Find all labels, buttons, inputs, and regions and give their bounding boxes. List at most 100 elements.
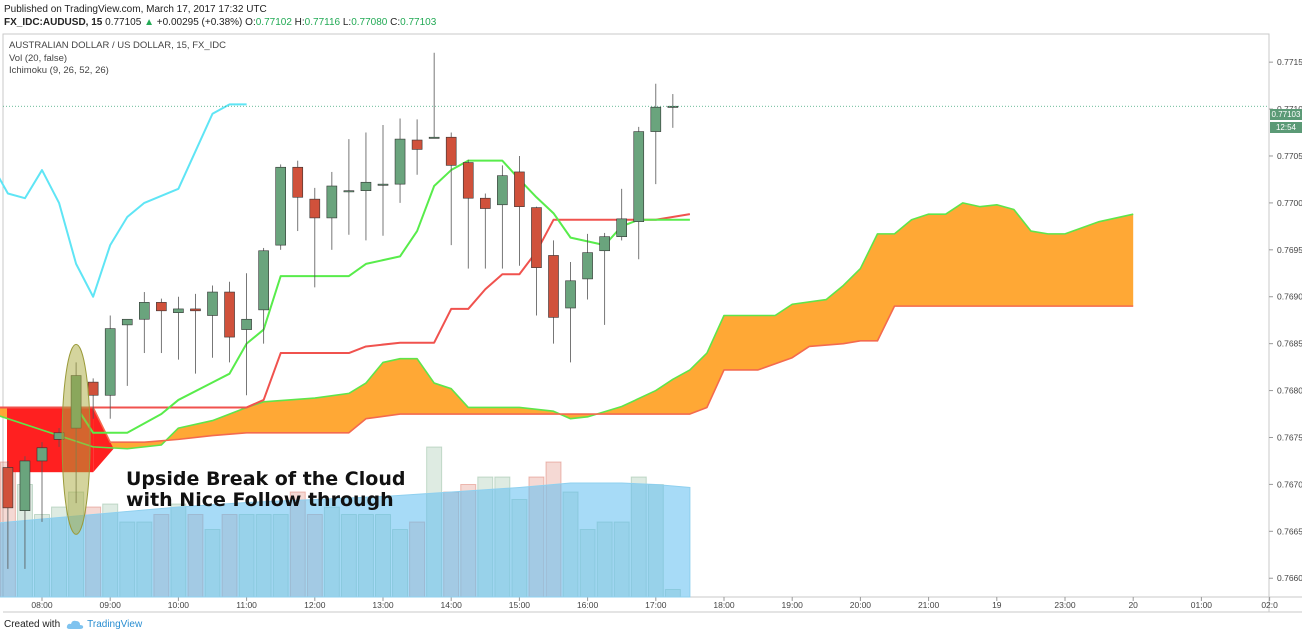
x-tick-label: 20 [1128, 600, 1138, 610]
ichimoku-cloud [0, 202, 1134, 449]
chikou-span-line [0, 103, 247, 298]
high-label: H: [294, 17, 305, 28]
legend-title: AUSTRALIAN DOLLAR / US DOLLAR, 15, FX_ID… [9, 40, 226, 51]
created-with-label: Created with [4, 619, 61, 630]
symbol-label: FX_IDC:AUDUSD, 15 [4, 17, 103, 28]
tradingview-brand[interactable]: TradingView [66, 619, 142, 630]
candle-body [377, 183, 389, 186]
bar-countdown-tag: 12:54 [1270, 122, 1302, 133]
candle-body [156, 302, 167, 312]
candle-body [428, 136, 440, 139]
x-tick-label: 11:00 [236, 600, 257, 610]
low-label: L: [342, 17, 352, 28]
bear-cloud-tip [93, 407, 114, 473]
legend-ichimoku[interactable]: Ichimoku (9, 26, 52, 26) [9, 65, 109, 76]
annotation-line-1: Upside Break of the Cloud [126, 468, 406, 490]
x-tick-label: 14:00 [441, 600, 463, 610]
close-value: 0.77103 [400, 17, 437, 28]
x-tick-label: 19 [992, 600, 1002, 610]
candle-body [633, 131, 645, 222]
candle-body [104, 328, 116, 396]
candle-body [479, 197, 491, 209]
x-tick-label: 08:00 [31, 600, 53, 610]
tradingview-cloud-icon [66, 620, 84, 629]
x-tick-label: 23:00 [1054, 600, 1076, 610]
breakout-highlight-ellipse [61, 343, 91, 535]
candle-body [394, 138, 406, 185]
x-tick-label: 16:00 [577, 600, 599, 610]
candle-body [224, 291, 235, 338]
last-price: 0.77105 [105, 17, 142, 28]
price-change: +0.00295 (+0.38%) [156, 17, 243, 28]
candle-body [360, 181, 372, 192]
candle-body [292, 166, 304, 198]
candle-body [309, 198, 321, 219]
candle-body [121, 318, 133, 326]
x-tick-label: 21:00 [918, 600, 940, 610]
candle-body [497, 175, 508, 206]
x-tick-label: 01:00 [1191, 600, 1213, 610]
candle-body [258, 250, 269, 311]
x-tick-label: 12:00 [304, 600, 326, 610]
candle-body [599, 236, 610, 252]
candle-body [2, 467, 14, 509]
tradingview-link[interactable]: TradingView [87, 619, 143, 630]
candle-body [190, 308, 201, 312]
symbol-quote-bar: FX_IDC:AUDUSD, 15 0.77105 ▲ +0.00295 (+0… [4, 17, 436, 28]
candle-body [19, 460, 31, 511]
candle-body [139, 302, 150, 320]
high-value: 0.77116 [304, 17, 341, 28]
candle-body [548, 255, 559, 318]
open-label: O: [245, 17, 256, 28]
x-tick-label: 17:00 [645, 600, 667, 610]
last-price-tag: 0.77103 [1270, 109, 1302, 120]
x-tick-label: 18:00 [713, 600, 735, 610]
candle-body [462, 162, 474, 199]
senkou-span-b-line [0, 305, 1134, 443]
candle-body [445, 136, 457, 166]
close-label: C: [390, 17, 401, 28]
tenkan-sen-line [75, 159, 690, 434]
x-tick-label: 15:00 [509, 600, 531, 610]
x-tick-label: 10:00 [168, 600, 190, 610]
candle-body [616, 218, 628, 237]
candle-body [87, 381, 99, 396]
footer: Created with TradingView [4, 619, 142, 630]
x-tick-label: 19:00 [782, 600, 804, 610]
up-arrow-icon: ▲ [144, 17, 154, 28]
open-value: 0.77102 [255, 17, 292, 28]
x-tick-label: 02:0 [1261, 600, 1278, 610]
candle-body [275, 166, 287, 246]
published-caption: Published on TradingView.com, March 17, … [4, 4, 267, 15]
low-value: 0.77080 [351, 17, 388, 28]
candle-body [650, 106, 662, 132]
annotation-line-2: with Nice Follow through [126, 489, 394, 511]
candle-body [343, 190, 355, 193]
candle-body [173, 308, 184, 313]
candle-body [565, 280, 576, 309]
candle-body [207, 291, 218, 316]
senkou-span-a-line [0, 202, 1134, 450]
x-tick-label: 20:00 [850, 600, 872, 610]
candle-body [514, 171, 525, 207]
candle-body [326, 185, 338, 219]
candle-body [531, 207, 542, 268]
candle-body [241, 318, 252, 330]
legend-volume[interactable]: Vol (20, false) [9, 53, 68, 64]
candle-body [582, 252, 593, 280]
chart-annotation: Upside Break of the Cloud with Nice Foll… [126, 469, 405, 511]
x-tick-label: 09:00 [100, 600, 122, 610]
candle-body [36, 447, 48, 462]
